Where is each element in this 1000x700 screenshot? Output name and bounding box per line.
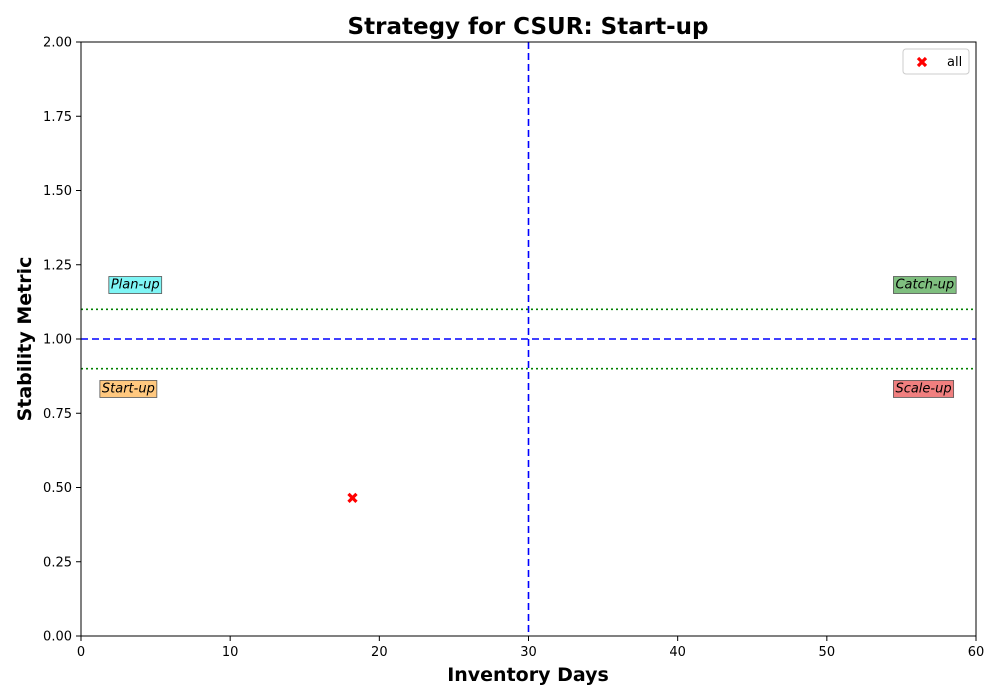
quadrant-label-box-plan-up: [108, 276, 163, 294]
quadrant-label-start-up: Start-up: [102, 381, 155, 396]
legend-marker-0: [916, 56, 928, 68]
quadrant-label-plan-up: Plan-up: [111, 278, 160, 293]
plot-area: Plan-up Catch-up Start-up Scale-up 0 10 20 30 40…: [43, 36, 984, 661]
x-tick-label-6: 60: [968, 645, 985, 660]
legend-box: [902, 48, 970, 75]
x-tick-label-0: 0: [77, 645, 85, 660]
y-tick-label-6: 1.50: [43, 184, 72, 199]
data-point-0-0: [347, 492, 358, 504]
x-axis-label: Inventory Days: [447, 664, 609, 686]
y-tick-label-7: 1.75: [43, 110, 72, 125]
y-tick-label-3: 0.75: [43, 407, 72, 422]
y-tick-label-0: 0.00: [43, 630, 72, 645]
x-tick-label-4: 40: [669, 645, 686, 660]
legend: all: [902, 48, 970, 75]
quadrant-label-box-catch-up: [893, 276, 957, 294]
x-tick-label-1: 10: [222, 645, 239, 660]
chart-title: Strategy for CSUR: Start-up: [348, 14, 709, 40]
quadrant-label-scale-up: Scale-up: [895, 381, 951, 396]
x-tick-label-5: 50: [819, 645, 836, 660]
y-tick-label-5: 1.25: [43, 258, 72, 273]
y-tick-label-8: 2.00: [43, 36, 72, 51]
quadrant-label-catch-up: Catch-up: [895, 278, 954, 293]
y-tick-label-2: 0.50: [43, 481, 72, 496]
legend-label-0: all: [947, 55, 962, 70]
y-axis-label: Stability Metric: [14, 257, 36, 422]
quadrant-label-box-start-up: [99, 380, 158, 398]
y-tick-label-1: 0.25: [43, 555, 72, 570]
y-tick-label-4: 1.00: [43, 333, 72, 348]
quadrant-label-box-scale-up: [893, 380, 955, 398]
x-tick-label-2: 20: [371, 645, 388, 660]
x-tick-label-3: 30: [520, 645, 537, 660]
